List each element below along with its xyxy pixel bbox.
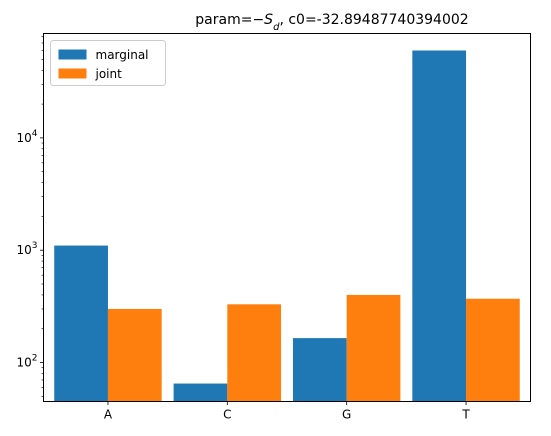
- legend: marginal joint: [50, 40, 166, 86]
- x-tick-label-C: C: [223, 408, 231, 422]
- bar-joint-A: [107, 308, 162, 402]
- y-tick-label-4: 104: [16, 129, 37, 145]
- x-tick-label-T: T: [461, 408, 470, 422]
- x-tick-label-A: A: [104, 408, 113, 422]
- y-tick-label-3: 103: [16, 241, 37, 257]
- legend-label-marginal: marginal: [96, 48, 149, 62]
- legend-swatch-marginal: [58, 49, 87, 60]
- legend-label-joint: joint: [95, 67, 123, 81]
- bar-joint-T: [466, 298, 520, 402]
- bar-joint-G: [346, 294, 401, 402]
- bar-marginal-C: [173, 383, 228, 402]
- bar-joint-C: [227, 304, 282, 402]
- y-major-ticks: 102 103 104: [16, 129, 44, 370]
- bar-marginal-T: [412, 50, 467, 402]
- bar-marginal-A: [54, 245, 108, 402]
- legend-swatch-joint: [58, 68, 87, 79]
- y-tick-label-2: 102: [16, 354, 37, 370]
- plot-frame: [43, 33, 531, 402]
- chart-title: param=−Sd, c0=-32.89487740394002: [195, 12, 468, 33]
- x-tick-label-G: G: [342, 408, 351, 422]
- bar-marginal-G: [292, 338, 347, 402]
- bars-group: [54, 50, 520, 402]
